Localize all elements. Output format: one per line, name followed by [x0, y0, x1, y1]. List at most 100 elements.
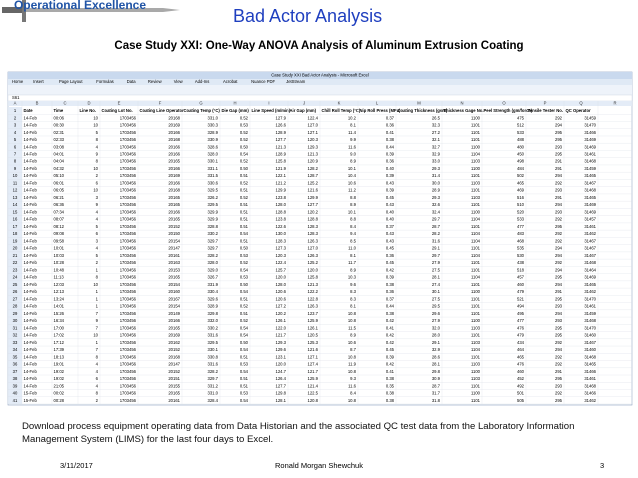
cell: 1101 — [471, 202, 481, 207]
column-letter: D — [87, 101, 90, 106]
cell: 20160 — [168, 289, 180, 294]
cell: 1100 — [471, 369, 481, 374]
cell: 129.8 — [276, 391, 287, 396]
cell: 1104 — [471, 347, 481, 352]
cell: 2 — [96, 398, 99, 403]
cell: 434 — [517, 340, 525, 345]
cell: 31468 — [584, 318, 596, 323]
cell: 1703456 — [120, 166, 137, 171]
row-number: 30 — [13, 318, 18, 323]
cell: 124.7 — [276, 369, 287, 374]
cell: 14-Feb — [24, 347, 38, 352]
row-number: 14 — [13, 202, 18, 207]
cell: 129.3 — [308, 144, 319, 149]
cell: 11.2 — [348, 188, 357, 193]
cell: 31467 — [584, 238, 596, 243]
cell: 8.9 — [350, 333, 356, 338]
cell: 4 — [96, 362, 99, 367]
ribbon-tab: Home — [12, 79, 24, 84]
cell: 0.36 — [386, 123, 395, 128]
cell: 0.50 — [240, 166, 249, 171]
cell: 31462 — [584, 289, 596, 294]
cell: 468 — [517, 238, 525, 243]
cell: 14-Feb — [24, 354, 38, 359]
cell: Air Gap (mm) — [290, 108, 317, 113]
cell: 0.36 — [386, 253, 395, 258]
cell: 1703456 — [120, 130, 137, 135]
row-number: 41 — [13, 398, 18, 403]
cell: 10.8 — [348, 369, 357, 374]
excel-screenshot: Case Study XXI Bad Actor Analysis - Micr… — [7, 71, 633, 406]
row-number: 26 — [13, 289, 18, 294]
cell: 465 — [517, 180, 525, 185]
cell: 11.9 — [348, 362, 357, 367]
row-number: 36 — [13, 362, 18, 367]
cell: 8.8 — [350, 217, 356, 222]
cell: 31468 — [584, 159, 596, 164]
cell: 1703456 — [120, 282, 137, 287]
cell: 121.3 — [308, 282, 319, 287]
cell: 0.53 — [240, 123, 249, 128]
cell: 0.53 — [240, 253, 249, 258]
cell: 0.51 — [240, 209, 249, 214]
cell: 328.2 — [208, 369, 219, 374]
cell: 1703456 — [120, 267, 137, 272]
cell: 26.5 — [432, 115, 441, 120]
cell: 31466 — [584, 391, 596, 396]
cell: 1101 — [471, 282, 481, 287]
cell: 479 — [517, 289, 525, 294]
cell: 0.52 — [240, 159, 249, 164]
cell: Coating Lot No. — [102, 108, 133, 113]
cell: 8.8 — [350, 195, 356, 200]
cell: 1703456 — [120, 347, 137, 352]
cell: 31468 — [584, 188, 596, 193]
cell: 31462 — [584, 398, 596, 403]
row-number: 4 — [14, 130, 17, 135]
cell: 291 — [555, 195, 563, 200]
cell: 128.1 — [276, 398, 287, 403]
cell: 0.54 — [240, 151, 249, 156]
cell: 08:12 — [54, 224, 65, 229]
cell: 476 — [517, 362, 525, 367]
cell: 328.0 — [208, 260, 219, 265]
cell: 8.4 — [350, 391, 356, 396]
row-number: 9 — [14, 166, 17, 171]
cell: 1101 — [471, 296, 481, 301]
cell: 0.42 — [386, 318, 395, 323]
cell: 0.42 — [386, 340, 395, 345]
cell: 14-Feb — [24, 318, 38, 323]
cell: 20166 — [168, 130, 180, 135]
cell: 331.5 — [208, 173, 219, 178]
cell: 31466 — [584, 130, 596, 135]
cell: 127.2 — [276, 304, 287, 309]
cell: 0.38 — [386, 391, 395, 396]
cell: 20166 — [168, 144, 180, 149]
cell: 30.9 — [432, 376, 441, 381]
cell: 10 — [93, 166, 98, 171]
cell: 477 — [517, 224, 525, 229]
cell: 329.9 — [208, 209, 219, 214]
cell: 10.6 — [348, 180, 357, 185]
cell: 0.51 — [240, 376, 249, 381]
cell: 457 — [517, 275, 525, 280]
cell: 02:31 — [54, 130, 65, 135]
cell: 0.44 — [386, 304, 395, 309]
cell: 331.1 — [208, 166, 219, 171]
cell: 128.0 — [276, 202, 287, 207]
cell: 0.42 — [386, 362, 395, 367]
cell: 1703456 — [120, 354, 137, 359]
cell: 14-Feb — [24, 376, 38, 381]
cell: 1703456 — [120, 383, 137, 388]
logo-text: Operational Excellence — [14, 0, 146, 12]
cell: Die Gap (mm) — [222, 108, 250, 113]
cell: 31470 — [584, 296, 596, 301]
cell: 31466 — [584, 369, 596, 374]
cell: 0.50 — [240, 246, 249, 251]
cell: 295 — [555, 325, 563, 330]
cell: 14-Feb — [24, 304, 38, 309]
cell: 4 — [96, 246, 99, 251]
cell: 0.43 — [386, 202, 395, 207]
cell: 31468 — [584, 383, 596, 388]
cell: 9.4 — [350, 231, 356, 236]
